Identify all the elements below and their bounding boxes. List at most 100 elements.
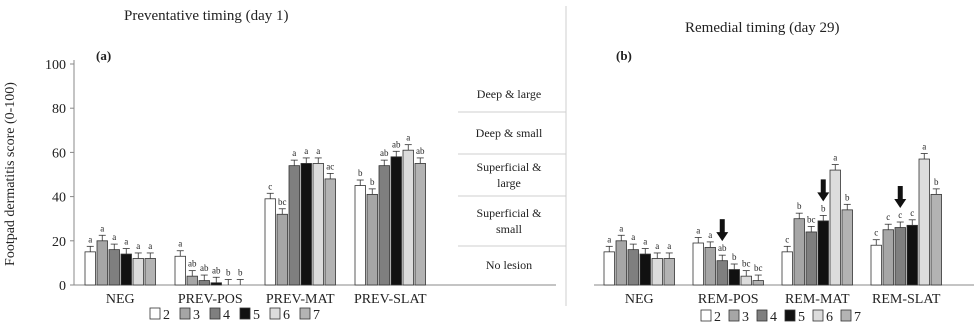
category-label: PREV-SLAT — [354, 292, 427, 307]
scale-level-line: Superficial & — [477, 160, 543, 174]
arrow-indicator-head — [716, 232, 729, 242]
legend-swatch — [728, 309, 740, 322]
significance-label: a — [667, 241, 671, 251]
y-tick-label: 40 — [52, 191, 66, 206]
category-label: PREV-POS — [178, 292, 243, 307]
bar — [390, 156, 402, 286]
legend-label: 6 — [826, 310, 833, 325]
significance-label: c — [886, 212, 890, 222]
arrow-indicator-shaft — [719, 219, 725, 234]
y-tick-label: 60 — [52, 146, 66, 161]
significance-label: ab — [416, 146, 425, 156]
bar — [841, 209, 853, 286]
arrow-indicator-head — [894, 199, 907, 209]
significance-label: a — [112, 232, 116, 242]
significance-label: bc — [278, 197, 287, 207]
significance-label: a — [178, 239, 182, 249]
bar — [300, 163, 312, 286]
significance-label: ab — [380, 148, 389, 158]
legend-label: 4 — [770, 310, 777, 325]
scale-level-line: Deep & large — [477, 87, 541, 101]
significance-label: a — [631, 232, 635, 242]
category-label: REM-POS — [698, 292, 759, 307]
legend-swatch — [700, 309, 712, 322]
legend-label: 4 — [223, 308, 230, 323]
bar — [210, 282, 222, 286]
significance-label: b — [797, 201, 802, 211]
significance-label: b — [238, 267, 243, 277]
chart-title-b: Remedial timing (day 29) — [685, 20, 840, 36]
bar — [414, 163, 426, 286]
significance-label: a — [655, 241, 659, 251]
bar — [366, 193, 378, 286]
significance-label: b — [358, 168, 363, 178]
scale-level-label: Superficial & small — [477, 206, 543, 236]
legend-swatch — [812, 309, 824, 322]
significance-label: b — [732, 252, 737, 262]
significance-label: a — [922, 142, 926, 152]
bar — [906, 224, 918, 286]
significance-label: a — [643, 237, 647, 247]
bar — [312, 163, 324, 286]
legend-swatch — [299, 307, 311, 320]
significance-label: a — [292, 148, 296, 158]
legend-label: 5 — [253, 308, 260, 323]
significance-label: a — [406, 133, 410, 143]
significance-label: bc — [807, 214, 816, 224]
arrow-indicator-shaft — [897, 186, 903, 201]
bar — [615, 240, 627, 286]
bar — [174, 255, 186, 286]
legend-label: 7 — [854, 310, 861, 325]
bar — [716, 260, 728, 286]
bar — [264, 198, 276, 286]
scale-level-label: Deep & large — [477, 87, 541, 101]
bar — [817, 220, 829, 286]
scale-level-line: small — [496, 222, 523, 236]
significance-label: a — [148, 241, 152, 251]
significance-label: a — [607, 234, 611, 244]
significance-label: c — [785, 234, 789, 244]
bar — [402, 149, 414, 286]
significance-label: ab — [212, 265, 221, 275]
arrow-indicator-shaft — [820, 179, 826, 194]
bar — [894, 227, 906, 286]
chart-title-a: Preventative timing (day 1) — [124, 8, 289, 24]
category-label: NEG — [106, 292, 135, 307]
legend-swatch — [239, 307, 251, 320]
bar — [108, 249, 120, 286]
legend-label: 2 — [163, 308, 170, 323]
significance-label: b — [934, 177, 939, 187]
bar — [84, 251, 96, 286]
category-label: NEG — [625, 292, 654, 307]
legend-swatch — [179, 307, 191, 320]
bar — [186, 275, 198, 286]
bar — [603, 251, 615, 286]
y-tick-label: 0 — [59, 279, 66, 294]
bar — [378, 165, 390, 286]
significance-label: c — [268, 181, 272, 191]
significance-label: c — [910, 208, 914, 218]
bar — [288, 165, 300, 286]
significance-label: a — [304, 146, 308, 156]
significance-label: b — [226, 267, 231, 277]
bar — [882, 229, 894, 286]
significance-label: ab — [718, 243, 727, 253]
significance-label: c — [898, 210, 902, 220]
significance-label: c — [874, 228, 878, 238]
panel-label: (a) — [96, 48, 111, 63]
significance-label: bc — [754, 263, 763, 273]
significance-label: bc — [742, 259, 751, 269]
bar — [870, 244, 882, 286]
bar — [627, 249, 639, 286]
severity-scale: Deep & large Deep & small Superficial & lar… — [458, 87, 566, 272]
significance-label: b — [845, 192, 850, 202]
bar — [276, 213, 288, 286]
bar — [198, 280, 210, 286]
significance-label: ac — [326, 161, 334, 171]
significance-label: ab — [200, 263, 209, 273]
category-label: REM-MAT — [785, 292, 850, 307]
bar — [663, 258, 675, 286]
